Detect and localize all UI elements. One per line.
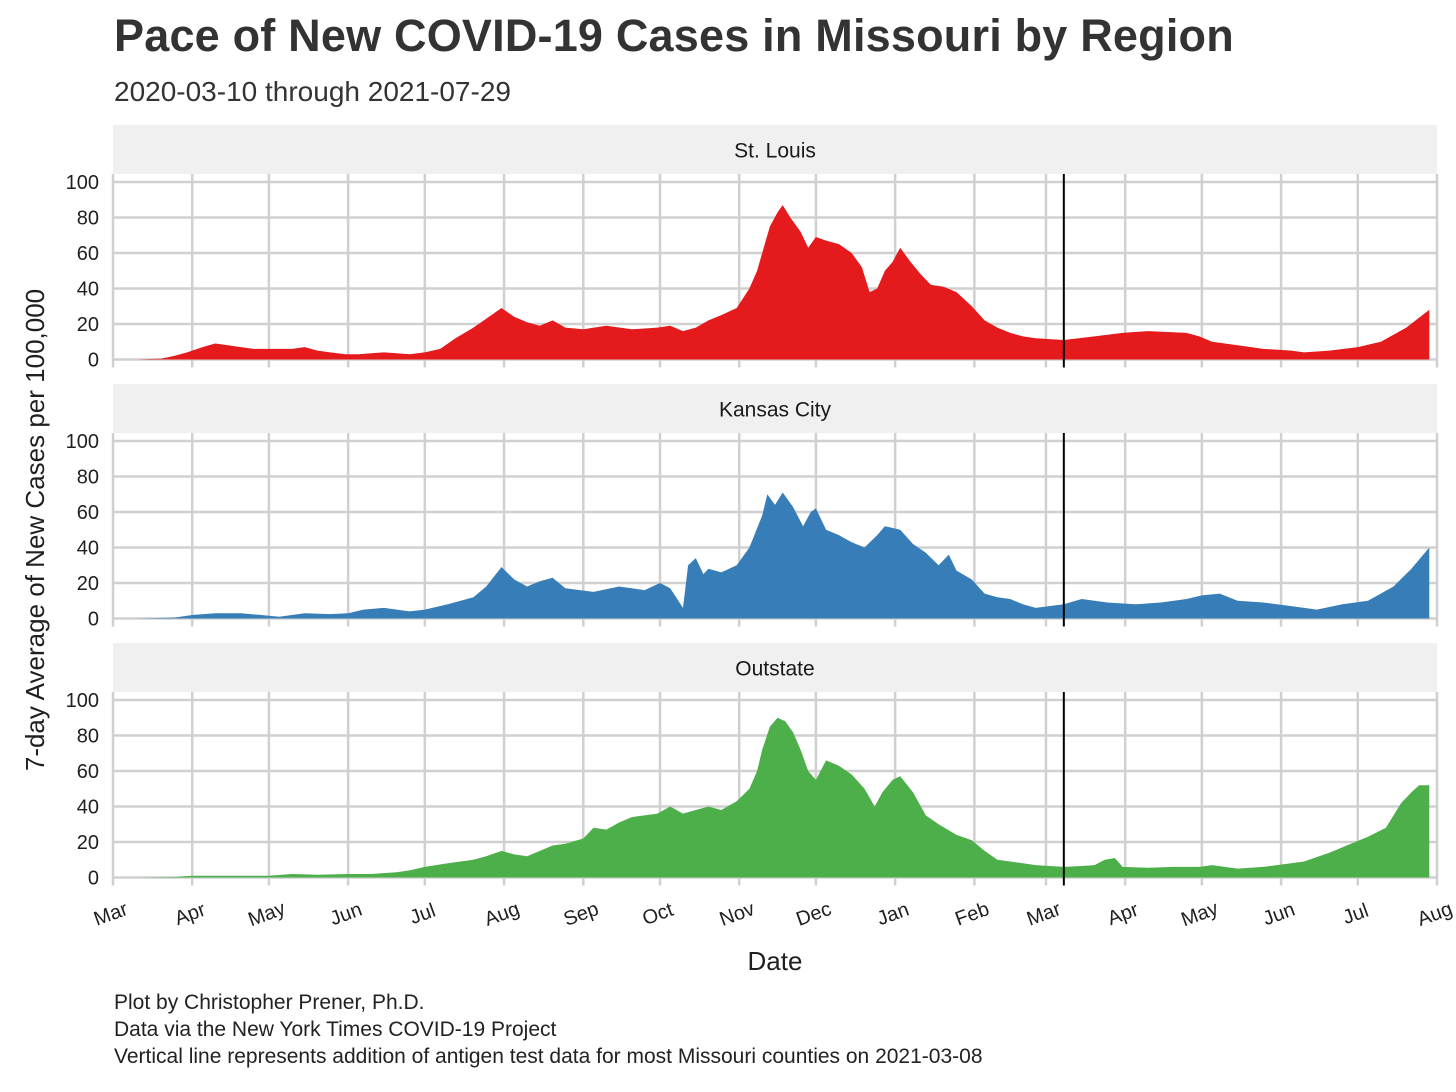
x-tick-label: May	[245, 898, 288, 932]
y-tick-label: 60	[77, 502, 99, 524]
x-tick-label: Jun	[1260, 899, 1298, 931]
y-tick-label: 80	[77, 726, 99, 748]
y-tick-label: 20	[77, 573, 99, 595]
x-tick-label: Jun	[327, 899, 365, 931]
caption-note: Vertical line represents addition of ant…	[114, 1045, 983, 1068]
facet-label: Kansas City	[719, 399, 832, 422]
x-tick-label: Aug	[482, 898, 523, 931]
facet-strip	[113, 384, 1437, 433]
y-tick-label: 40	[77, 797, 99, 819]
x-tick-label: Jul	[1340, 900, 1372, 929]
caption-author: Plot by Christopher Prener, Ph.D.	[114, 991, 425, 1014]
x-tick-label: Oct	[640, 899, 677, 930]
x-tick-label: May	[1178, 898, 1221, 932]
y-tick-label: 100	[66, 690, 99, 712]
y-tick-label: 100	[66, 172, 99, 194]
facet-label: Outstate	[735, 658, 814, 681]
caption-source: Data via the New York Times COVID-19 Pro…	[114, 1018, 557, 1041]
y-tick-label: 0	[88, 609, 99, 631]
facet-panel-1: St. Louis 0 20 40 60 80 100	[66, 125, 1439, 372]
facet-panel-2: Kansas City 0 20 40 60 80 100	[66, 384, 1439, 631]
x-tick-label: Jan	[874, 899, 912, 931]
facet-label: St. Louis	[734, 140, 816, 163]
y-tick-label: 40	[77, 279, 99, 301]
y-tick-label: 20	[77, 314, 99, 336]
x-tick-label: Nov	[717, 898, 758, 931]
x-tick-label: Jul	[407, 900, 439, 929]
facet-strip	[113, 643, 1437, 692]
x-tick-label: Feb	[952, 898, 992, 930]
x-tick-label: Apr	[1105, 899, 1142, 930]
chart-title: Pace of New COVID-19 Cases in Missouri b…	[114, 10, 1234, 61]
y-tick-label: 60	[77, 243, 99, 265]
x-tick-label: Aug	[1414, 898, 1455, 931]
area-outstate	[136, 717, 1430, 878]
facet-strip	[113, 125, 1437, 174]
y-axis-title: 7-day Average of New Cases per 100,000	[20, 289, 50, 771]
y-tick-label: 40	[77, 538, 99, 560]
y-tick-label: 80	[77, 208, 99, 230]
y-tick-label: 60	[77, 761, 99, 783]
area-kansas-city	[136, 492, 1430, 619]
x-tick-label: Apr	[172, 899, 209, 930]
x-tick-label: Sep	[561, 898, 602, 931]
facet-panel-3: Outstate 0 20 40 60 80 100	[66, 643, 1439, 890]
y-tick-label: 80	[77, 467, 99, 489]
x-tick-label: Mar	[91, 898, 131, 931]
faceted-area-chart: St. Louis 0 20 40 60 80 100 Kansas City 0 20 40 60 8…	[20, 125, 1455, 976]
chart-subtitle: 2020-03-10 through 2021-07-29	[114, 76, 511, 107]
x-tick-label: Dec	[793, 898, 834, 931]
y-tick-label: 0	[88, 868, 99, 890]
area-st-louis	[136, 205, 1430, 360]
x-tick-label: Mar	[1024, 898, 1064, 931]
x-axis-title: Date	[748, 946, 803, 976]
y-tick-label: 0	[88, 350, 99, 372]
y-tick-label: 100	[66, 431, 99, 453]
y-tick-label: 20	[77, 832, 99, 854]
